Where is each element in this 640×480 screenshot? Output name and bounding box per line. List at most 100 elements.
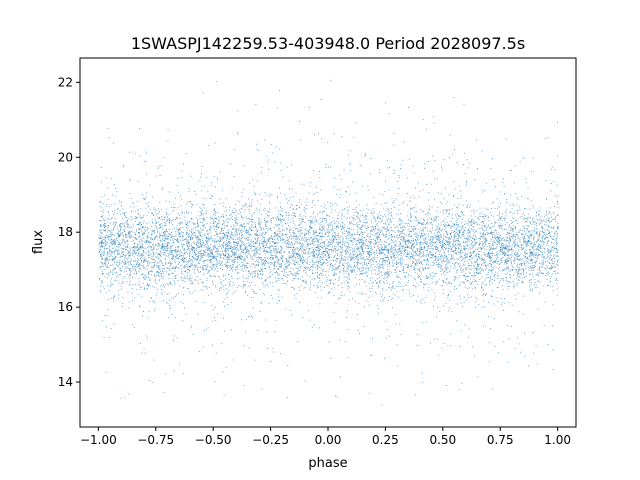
data-point	[382, 261, 383, 263]
data-point	[446, 283, 448, 285]
data-point	[465, 248, 467, 249]
data-point	[304, 287, 306, 289]
data-point	[111, 239, 113, 240]
data-point	[394, 257, 396, 259]
scatter-points	[98, 79, 559, 406]
data-point	[293, 278, 294, 280]
data-point	[554, 273, 556, 275]
data-point	[268, 247, 269, 249]
data-point	[271, 194, 273, 196]
data-point	[99, 230, 101, 232]
data-point	[132, 284, 134, 286]
data-point	[177, 251, 179, 253]
data-point	[256, 256, 258, 258]
data-point	[212, 238, 213, 240]
data-point	[274, 252, 276, 254]
data-point	[206, 266, 208, 268]
data-point	[113, 269, 115, 271]
data-point	[432, 170, 434, 172]
data-point	[187, 227, 189, 229]
data-point	[362, 214, 364, 216]
data-point	[190, 264, 192, 266]
data-point	[231, 187, 233, 189]
data-point	[337, 217, 339, 219]
data-point	[231, 251, 233, 252]
data-point	[140, 208, 142, 210]
data-point	[307, 310, 309, 312]
data-point	[193, 235, 195, 237]
data-point	[242, 250, 244, 252]
data-point	[399, 233, 401, 235]
data-point	[213, 222, 214, 224]
data-point	[377, 225, 379, 227]
data-point	[360, 247, 362, 249]
data-point	[173, 241, 175, 243]
data-point	[429, 248, 431, 249]
data-point	[161, 248, 163, 250]
data-point	[270, 361, 272, 362]
data-point	[209, 260, 211, 261]
data-point	[416, 219, 417, 221]
data-point	[446, 259, 448, 260]
data-point	[192, 233, 194, 235]
data-point	[158, 221, 159, 223]
data-point	[143, 261, 145, 263]
data-point	[393, 259, 395, 261]
data-point	[416, 236, 418, 238]
data-point	[403, 233, 405, 234]
data-point	[138, 222, 140, 223]
data-point	[500, 298, 502, 300]
data-point	[284, 271, 285, 273]
data-point	[198, 231, 200, 233]
data-point	[442, 293, 444, 294]
data-point	[339, 197, 341, 198]
data-point	[514, 165, 516, 167]
data-point	[113, 267, 115, 269]
data-point	[164, 253, 166, 255]
data-point	[312, 239, 314, 241]
data-point	[388, 234, 390, 236]
data-point	[172, 238, 174, 240]
data-point	[107, 263, 109, 264]
data-point	[547, 220, 549, 222]
data-point	[287, 264, 289, 266]
data-point	[163, 235, 165, 237]
data-point	[367, 253, 369, 255]
data-point	[280, 231, 281, 233]
data-point	[162, 245, 164, 247]
data-point	[355, 211, 357, 213]
data-point	[143, 161, 145, 162]
data-point	[98, 234, 100, 236]
data-point	[260, 253, 262, 255]
data-point	[456, 270, 458, 271]
data-point	[478, 253, 479, 255]
data-point	[333, 283, 335, 285]
data-point	[379, 243, 381, 245]
data-point	[552, 258, 554, 260]
data-point	[317, 265, 318, 267]
data-point	[298, 270, 300, 271]
data-point	[262, 245, 264, 247]
data-point	[421, 262, 423, 264]
data-point	[170, 246, 172, 247]
data-point	[269, 276, 271, 278]
data-point	[417, 262, 418, 264]
data-point	[241, 242, 243, 244]
data-point	[348, 254, 350, 256]
data-point	[488, 243, 490, 244]
data-point	[302, 236, 304, 238]
data-point	[340, 257, 342, 259]
data-point	[134, 246, 136, 248]
data-point	[161, 244, 163, 246]
data-point	[504, 218, 506, 220]
data-point	[468, 255, 470, 257]
data-point	[191, 232, 192, 233]
data-point	[235, 209, 237, 211]
data-point	[399, 262, 401, 263]
data-point	[274, 272, 276, 273]
data-point	[325, 167, 327, 169]
data-point	[185, 224, 187, 226]
data-point	[276, 302, 278, 304]
data-point	[483, 218, 485, 219]
data-point	[342, 238, 344, 240]
